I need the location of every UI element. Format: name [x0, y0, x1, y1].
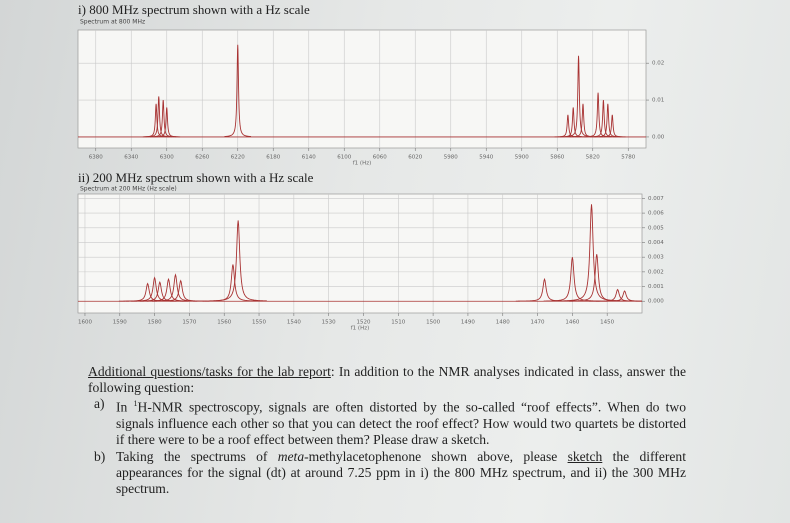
peak	[209, 220, 267, 302]
x-tick-label: 1500	[426, 320, 440, 326]
text: H-NMR spectroscopy, signals are often di…	[116, 399, 686, 448]
item-text: Taking the spectrums of meta-methylaceto…	[116, 449, 686, 498]
x-tick-label: 6220	[231, 155, 245, 161]
item-text: In 1H-NMR spectroscopy, signals are ofte…	[116, 396, 686, 448]
chart-title: ii) 200 MHz spectrum shown with a Hz sca…	[78, 170, 314, 185]
plot-area	[77, 193, 643, 314]
x-tick-label: 6260	[195, 155, 209, 161]
intro: Additional questions/tasks for the lab r…	[88, 364, 686, 396]
x-tick-label: 6300	[160, 155, 174, 161]
peak	[598, 114, 626, 138]
y-tick-label: 0.00	[652, 134, 665, 140]
x-tick-label: 1540	[287, 320, 301, 326]
peak	[595, 290, 642, 302]
text: the different appearances for the signal…	[116, 448, 686, 496]
x-tick-label: 1550	[252, 320, 266, 326]
chart-subtitle: Spectrum at 800 MHz	[80, 19, 145, 26]
y-tick-label: 0.006	[648, 211, 664, 217]
x-axis-label: f1 (Hz)	[351, 326, 370, 332]
y-tick-label: 0.002	[648, 269, 664, 275]
x-tick-label: 1460	[565, 320, 579, 326]
x-tick-label: 5940	[479, 155, 493, 161]
item-label: a)	[94, 396, 105, 412]
x-tick-label: 6020	[408, 155, 422, 161]
y-tick-label: 0.001	[648, 284, 664, 290]
x-tick-label: 5820	[586, 155, 600, 161]
underline: sketch	[567, 448, 603, 464]
question-item: b) Taking the spectrums of meta-methylac…	[88, 449, 686, 498]
x-tick-label: 5780	[621, 155, 635, 161]
peak	[151, 279, 210, 302]
y-tick-label: 0.007	[648, 196, 664, 202]
question-item: a) In 1H-NMR spectroscopy, signals are o…	[88, 396, 686, 448]
heading: Additional questions/tasks for the lab r…	[88, 364, 331, 379]
x-tick-label: 1560	[217, 320, 231, 326]
x-tick-label: 6140	[302, 155, 316, 161]
x-tick-label: 5980	[444, 155, 458, 161]
x-tick-label: 6180	[266, 155, 280, 161]
x-tick-label: 1570	[182, 320, 196, 326]
peak	[224, 44, 252, 137]
y-tick-label: 0.004	[648, 240, 664, 246]
x-tick-label: 6060	[373, 155, 387, 161]
italic: meta	[277, 448, 305, 464]
x-tick-label: 1590	[113, 320, 127, 326]
x-tick-label: 1530	[322, 320, 336, 326]
item-label: b)	[94, 448, 106, 464]
x-tick-label: 1580	[148, 320, 162, 326]
x-tick-label: 6100	[337, 155, 351, 161]
x-tick-label: 6380	[89, 155, 103, 161]
x-tick-label: 1470	[531, 320, 545, 326]
x-tick-label: 5900	[515, 155, 529, 161]
x-axis-label: f1 (Hz)	[353, 161, 372, 167]
chart-title: i) 800 MHz spectrum shown with a Hz scal…	[78, 2, 310, 17]
text: In	[116, 399, 134, 415]
chart-subtitle: Spectrum at 200 MHz (Hz scale)	[80, 186, 177, 193]
superscript: 1	[133, 399, 138, 409]
text: -methylacetophenone shown above, please	[304, 448, 568, 464]
y-tick-label: 0.01	[652, 98, 664, 104]
x-tick-label: 1510	[391, 320, 405, 326]
questions: Additional questions/tasks for the lab r…	[88, 364, 686, 497]
x-tick-label: 6340	[124, 155, 138, 161]
peak	[153, 107, 181, 138]
x-tick-label: 1600	[78, 320, 92, 326]
peak	[559, 107, 587, 138]
x-tick-label: 1480	[496, 320, 510, 326]
x-tick-label: 1520	[356, 320, 370, 326]
x-tick-label: 1450	[600, 320, 614, 326]
plot-area	[77, 29, 647, 149]
y-tick-label: 0.005	[648, 225, 664, 231]
y-tick-label: 0.000	[648, 299, 664, 305]
y-tick-label: 0.02	[652, 61, 664, 67]
x-tick-label: 5860	[550, 155, 564, 161]
text: Taking the spectrums of	[116, 448, 278, 464]
intro-text: : In addition to the NMR analyses indica…	[88, 364, 686, 396]
y-tick-label: 0.003	[648, 255, 664, 261]
x-tick-label: 1490	[461, 320, 475, 326]
